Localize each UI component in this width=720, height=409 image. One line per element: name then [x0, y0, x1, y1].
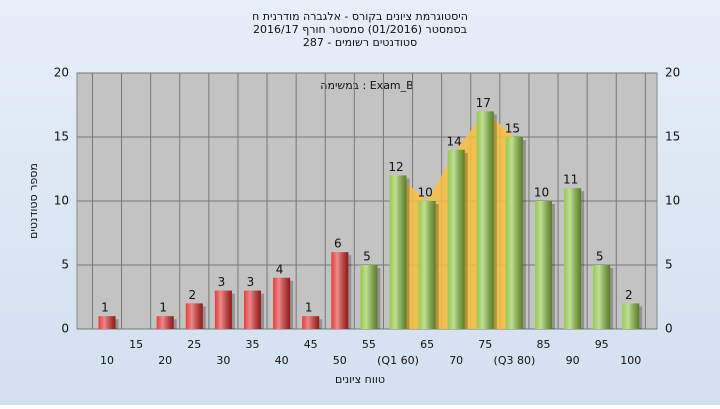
bar-shadow	[290, 280, 294, 329]
bar-shadow	[639, 306, 643, 329]
bar-shadow	[435, 204, 439, 329]
bar-shade	[418, 201, 436, 329]
bar-shade	[244, 290, 261, 329]
bar-shadow	[464, 152, 468, 329]
value-label: 1	[101, 301, 109, 315]
value-label: 1	[159, 301, 167, 315]
value-label: 5	[363, 250, 371, 264]
chart-subtitle: בסמסטר (01/2016) סמסטר חורף 2016/17	[253, 23, 467, 36]
value-label: 17	[476, 96, 491, 110]
bar-shade	[360, 265, 378, 329]
bar-shadow	[348, 255, 352, 329]
x-tick-label: (Q1 60)	[377, 354, 419, 367]
x-tick-label: 35	[246, 338, 260, 351]
bar-shadow	[377, 268, 381, 329]
annotation: במשימה : Exam_B	[320, 79, 413, 92]
bar-shade	[447, 149, 465, 329]
bar-shadow	[406, 178, 410, 329]
value-label: 15	[505, 122, 520, 136]
bar-shadow	[319, 319, 323, 329]
value-label: 10	[534, 186, 549, 200]
value-label: 11	[563, 173, 578, 187]
chart-subtitle: סטודנטים רשומים - 287	[303, 36, 417, 49]
x-tick-label: 25	[187, 338, 201, 351]
bar-shadow	[581, 191, 585, 329]
bar-shade	[214, 290, 232, 329]
bar-shadow	[231, 293, 235, 329]
bar-shade	[98, 316, 116, 329]
x-tick-label: 85	[537, 338, 551, 351]
value-label: 12	[388, 160, 403, 174]
y-tick-label: 20	[54, 66, 69, 80]
bar-shadow	[522, 140, 526, 329]
x-tick-label: 50	[333, 354, 347, 367]
bar-shadow	[115, 319, 119, 329]
bar-shadow	[202, 306, 206, 329]
bar-shade	[331, 252, 349, 329]
y2-tick-label: 15	[665, 130, 680, 144]
x-tick-label: 10	[100, 354, 114, 367]
y-tick-label: 5	[61, 258, 69, 272]
bar-shadow	[610, 268, 614, 329]
x-tick-label: 100	[620, 354, 641, 367]
value-label: 5	[596, 250, 604, 264]
x-tick-label: 30	[216, 354, 230, 367]
value-label: 4	[276, 262, 284, 276]
x-tick-label: 45	[304, 338, 318, 351]
x-tick-label: 75	[478, 338, 492, 351]
bar-shade	[622, 303, 640, 329]
bar-shade	[302, 316, 320, 329]
y2-tick-label: 0	[665, 322, 673, 336]
x-tick-label: 65	[420, 338, 434, 351]
value-label: 14	[447, 134, 462, 148]
value-label: 2	[625, 288, 633, 302]
x-axis-label: טווח ציונים	[335, 373, 385, 386]
bar-shade	[535, 201, 552, 329]
bar-shade	[593, 265, 611, 329]
bar-shade	[185, 303, 203, 329]
y-tick-label: 10	[54, 194, 69, 208]
bar-shade	[505, 137, 523, 329]
x-tick-label: 90	[566, 354, 580, 367]
bar-shade	[156, 316, 174, 329]
value-label: 3	[218, 275, 226, 289]
chart-title: היסטוגרמת ציונים בקורס - אלגברה מודרנית …	[252, 10, 468, 23]
bar-shadow	[173, 319, 177, 329]
x-tick-label: (Q3 80)	[494, 354, 536, 367]
y2-tick-label: 10	[665, 194, 680, 208]
bar-shade	[273, 277, 291, 329]
bar-shadow	[552, 204, 555, 329]
x-tick-label: 15	[129, 338, 143, 351]
value-label: 1	[305, 301, 313, 315]
x-tick-label: 55	[362, 338, 376, 351]
bar-shadow	[493, 114, 497, 330]
x-tick-label: 40	[275, 354, 289, 367]
x-tick-label: 95	[595, 338, 609, 351]
value-label: 6	[334, 237, 342, 251]
value-label: 2	[188, 288, 196, 302]
x-tick-label: 70	[449, 354, 463, 367]
y2-tick-label: 20	[665, 66, 680, 80]
bar-shade	[476, 111, 494, 330]
y-tick-label: 15	[54, 130, 69, 144]
y-axis-label: מספר סטודנטים	[27, 163, 40, 239]
x-tick-label: 20	[158, 354, 172, 367]
value-label: 3	[247, 275, 255, 289]
bar-shade	[564, 188, 582, 329]
value-label: 10	[417, 186, 432, 200]
y-tick-label: 0	[61, 322, 69, 336]
bar-shadow	[261, 293, 264, 329]
y2-tick-label: 5	[665, 258, 673, 272]
bar-shade	[389, 175, 407, 329]
